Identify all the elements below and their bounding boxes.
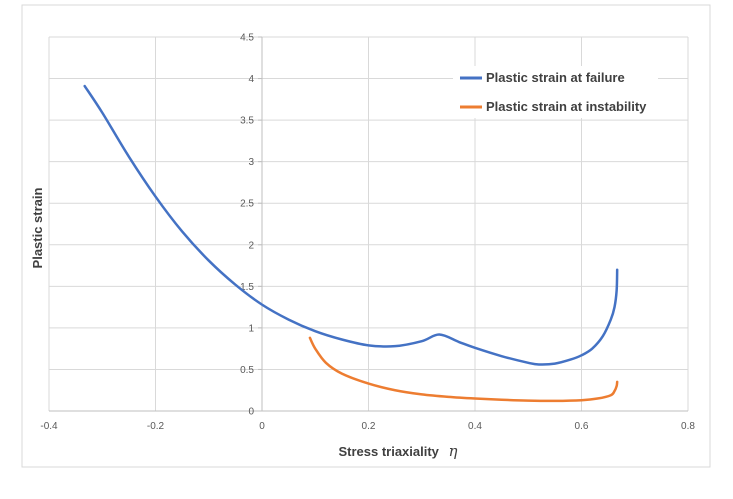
y-tick-label: 2.5 xyxy=(240,199,254,210)
y-tick-label: 1 xyxy=(248,323,254,334)
x-tick-label: -0.4 xyxy=(40,421,58,432)
y-tick-label: 4.5 xyxy=(240,33,254,44)
x-tick-label: -0.2 xyxy=(147,421,165,432)
series-lines xyxy=(83,84,619,403)
x-tick-label: 0.8 xyxy=(681,421,695,432)
series-line-failure xyxy=(83,84,619,366)
x-tick-label: 0.4 xyxy=(468,421,482,432)
y-tick-label: 1.5 xyxy=(240,282,254,293)
legend-background xyxy=(453,66,658,118)
x-tick-label: 0 xyxy=(259,421,265,432)
legend: Plastic strain at failure Plastic strain… xyxy=(453,66,658,118)
series-line-instability xyxy=(308,336,619,403)
x-tick-label: 0.2 xyxy=(362,421,376,432)
legend-label-failure: Plastic strain at failure xyxy=(486,70,625,85)
x-axis-title-text: Stress triaxiality xyxy=(338,444,439,459)
tick-labels: -0.4 -0.2 0 0.2 0.4 0.6 0.8 0 0.5 1 1.5 2 2.5 3 3.5 4 4.… xyxy=(40,33,695,433)
y-tick-label: 2 xyxy=(248,240,254,251)
y-tick-label: 0 xyxy=(248,407,254,418)
axes xyxy=(49,36,688,412)
legend-label-instability: Plastic strain at instability xyxy=(486,99,647,114)
y-tick-label: 3.5 xyxy=(240,116,254,127)
gridlines xyxy=(48,36,689,411)
x-axis-symbol: η xyxy=(449,442,458,460)
x-axis-title: Stress triaxiality η xyxy=(338,442,457,460)
y-axis-title: Plastic strain xyxy=(30,187,45,268)
y-tick-label: 4 xyxy=(248,74,254,85)
x-tick-label: 0.6 xyxy=(575,421,589,432)
y-tick-label: 0.5 xyxy=(240,365,254,376)
y-tick-label: 3 xyxy=(248,157,254,168)
